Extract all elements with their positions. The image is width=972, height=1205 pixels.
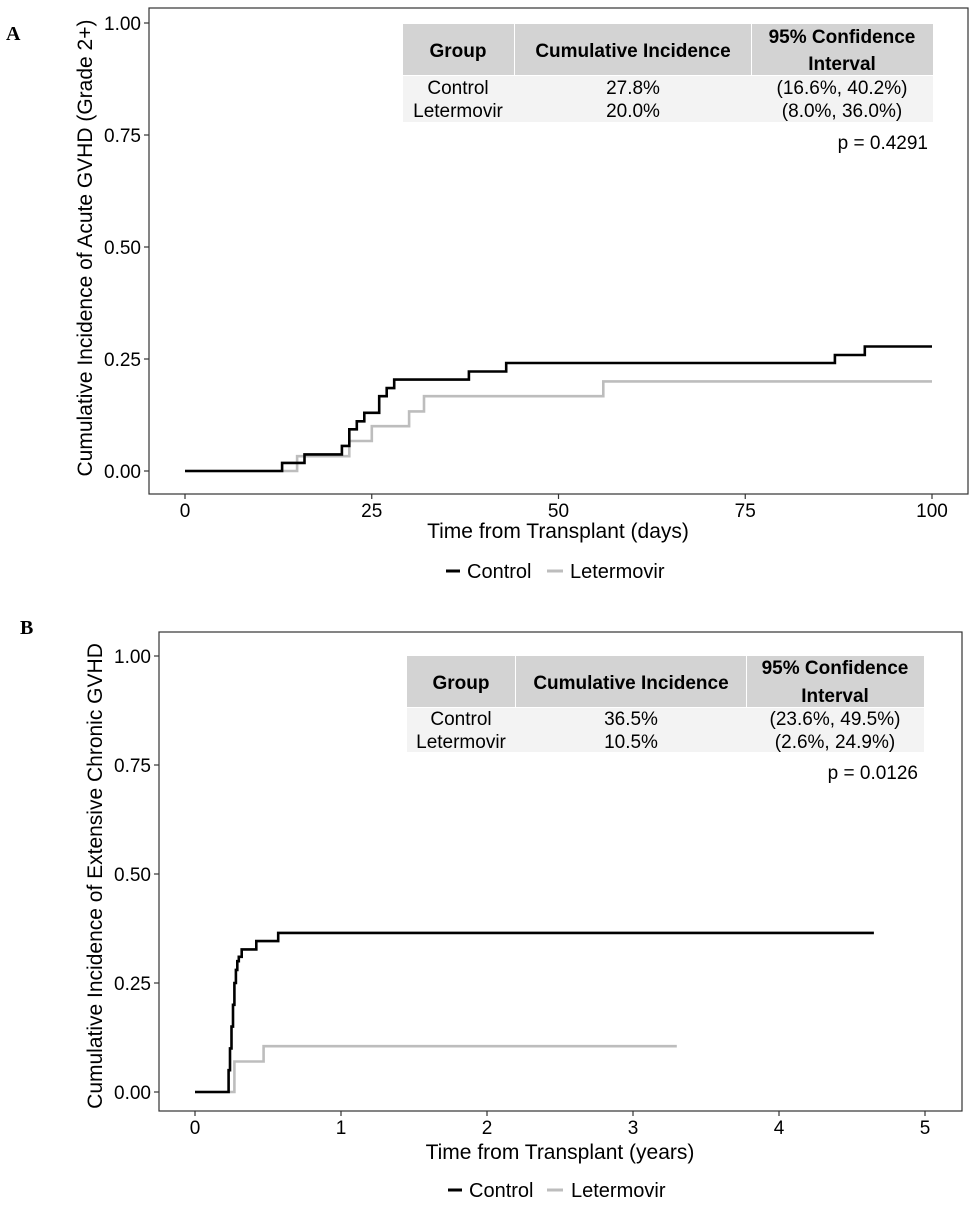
panel-b-table-row-bg-2 <box>407 730 924 752</box>
panel-a-x-axis: 0 25 50 75 100 <box>180 494 948 522</box>
panel-b-plot-border <box>158 631 963 1112</box>
panel-a-table-header-bg-group <box>403 24 514 75</box>
panel-b-x-tick-label: 3 <box>628 1118 639 1139</box>
panel-b-series-lines <box>195 931 874 1094</box>
panel-b-p-value: p = 0.0126 <box>828 763 918 784</box>
panel-a-y-tick-label: 0.50 <box>104 238 141 259</box>
panel-a: A 0.00 0.25 0.50 0.75 1.00 0 25 50 75 100 Time f… <box>6 7 969 583</box>
panel-a-x-tick-label: 100 <box>916 501 948 522</box>
panel-b-table-header-incidence: Cumulative Incidence <box>533 673 728 694</box>
panel-a-y-axis-title: Cumulative Incidence of Acute GVHD (Grad… <box>74 20 97 477</box>
panel-a-legend-label-letermovir: Letermovir <box>570 561 665 583</box>
panel-b-legend-label-letermovir: Letermovir <box>571 1180 666 1200</box>
panel-a-x-tick-label: 25 <box>361 501 382 522</box>
panel-a-table-cell-letermovir-incidence: 20.0% <box>606 101 660 122</box>
panel-b-x-axis: 0 1 2 3 4 5 <box>190 1111 931 1139</box>
panel-a-table-header-group: Group <box>430 41 487 62</box>
panel-b-y-tick-label: 0.25 <box>114 974 151 995</box>
panel-a-p-value: p = 0.4291 <box>838 133 928 154</box>
panel-b-table-header-bg-incidence <box>516 656 746 707</box>
panel-a-series-control <box>185 345 932 473</box>
panel-a-y-axis: 0.00 0.25 0.50 0.75 1.00 <box>104 14 149 483</box>
panel-b-summary-table: Group Cumulative Incidence 95% Confidenc… <box>407 656 924 784</box>
panel-b-x-tick-label: 5 <box>920 1118 931 1139</box>
panel-b: B 0.00 0.25 0.50 0.75 1.00 0 1 2 3 4 5 Time from … <box>20 617 963 1202</box>
panel-b-x-tick-label: 2 <box>482 1118 493 1139</box>
panel-a-table-header-ci-line1: 95% Confidence <box>769 27 916 48</box>
panel-b-table-cell-letermovir-incidence: 10.5% <box>604 732 658 753</box>
panel-a-table-cell-control-ci: (16.6%, 40.2%) <box>777 78 908 99</box>
panel-b-x-tick-label: 4 <box>774 1118 785 1139</box>
panel-a-table-row-bg-2 <box>403 99 933 122</box>
panel-b-legend: Control Letermovir <box>448 1180 666 1202</box>
panel-b-table-header-bg-group <box>407 656 515 707</box>
panel-a-table-header-ci-line2: Interval <box>808 54 876 75</box>
panel-b-y-tick-label: 0.00 <box>114 1083 151 1104</box>
panel-b-y-tick-label: 0.75 <box>114 756 151 777</box>
panel-a-x-axis-title: Time from Transplant (days) <box>427 520 689 543</box>
panel-b-table-cell-control-ci: (23.6%, 49.5%) <box>770 709 901 730</box>
panel-b-series-letermovir <box>195 1044 677 1094</box>
panel-b-x-tick-label: 0 <box>190 1118 201 1139</box>
panel-b-table-cell-letermovir-group: Letermovir <box>416 732 506 753</box>
panel-b-table-cell-control-incidence: 36.5% <box>604 709 658 730</box>
panel-b-table-header-ci-line2: Interval <box>801 686 869 707</box>
panel-b-x-axis-title: Time from Transplant (years) <box>426 1141 695 1164</box>
panel-a-y-tick-label: 0.75 <box>104 126 141 147</box>
panel-a-x-tick-label: 0 <box>180 501 191 522</box>
panel-b-x-tick-label: 1 <box>336 1118 347 1139</box>
panel-a-legend-label-control: Control <box>467 561 531 583</box>
panel-a-series-letermovir <box>185 380 932 473</box>
panel-a-x-tick-label: 50 <box>548 501 569 522</box>
panel-a-y-tick-label: 0.25 <box>104 350 141 371</box>
panel-a-series-lines <box>185 345 932 473</box>
panel-a-summary-table: Group Cumulative Incidence 95% Confidenc… <box>403 24 933 154</box>
panel-b-table-cell-letermovir-ci: (2.6%, 24.9%) <box>775 732 895 753</box>
panel-b-letter: B <box>20 617 33 639</box>
panel-b-y-axis: 0.00 0.25 0.50 0.75 1.00 <box>114 647 159 1104</box>
panel-a-table-cell-control-group: Control <box>427 78 488 99</box>
panel-a-letter: A <box>6 23 21 45</box>
panel-b-y-axis-title: Cumulative Incidence of Extensive Chroni… <box>84 643 107 1109</box>
panel-b-legend-label-control: Control <box>469 1180 533 1200</box>
panel-b-table-header-bg-ci <box>747 656 924 707</box>
panel-a-table-cell-letermovir-ci: (8.0%, 36.0%) <box>782 101 902 122</box>
panel-b-y-tick-label: 1.00 <box>114 647 151 668</box>
panel-a-table-row-bg-1 <box>403 76 933 99</box>
panel-a-legend: Control Letermovir <box>446 561 665 583</box>
panel-b-table-cell-control-group: Control <box>430 709 491 730</box>
panel-b-series-control <box>195 931 874 1094</box>
panel-a-x-tick-label: 75 <box>735 501 756 522</box>
panel-a-table-header-bg-incidence <box>515 24 751 75</box>
panel-a-table-header-incidence: Cumulative Incidence <box>535 41 730 62</box>
panel-b-table-header-group: Group <box>433 673 490 694</box>
panel-b-table-row-bg-1 <box>407 708 924 730</box>
panel-a-table-header-bg-ci <box>752 24 933 75</box>
panel-a-y-tick-label: 1.00 <box>104 14 141 35</box>
panel-b-y-tick-label: 0.50 <box>114 865 151 886</box>
panel-a-y-tick-label: 0.00 <box>104 462 141 483</box>
panel-a-table-cell-letermovir-group: Letermovir <box>413 101 503 122</box>
panel-a-table-cell-control-incidence: 27.8% <box>606 78 660 99</box>
panel-b-table-header-ci-line1: 95% Confidence <box>762 658 909 679</box>
